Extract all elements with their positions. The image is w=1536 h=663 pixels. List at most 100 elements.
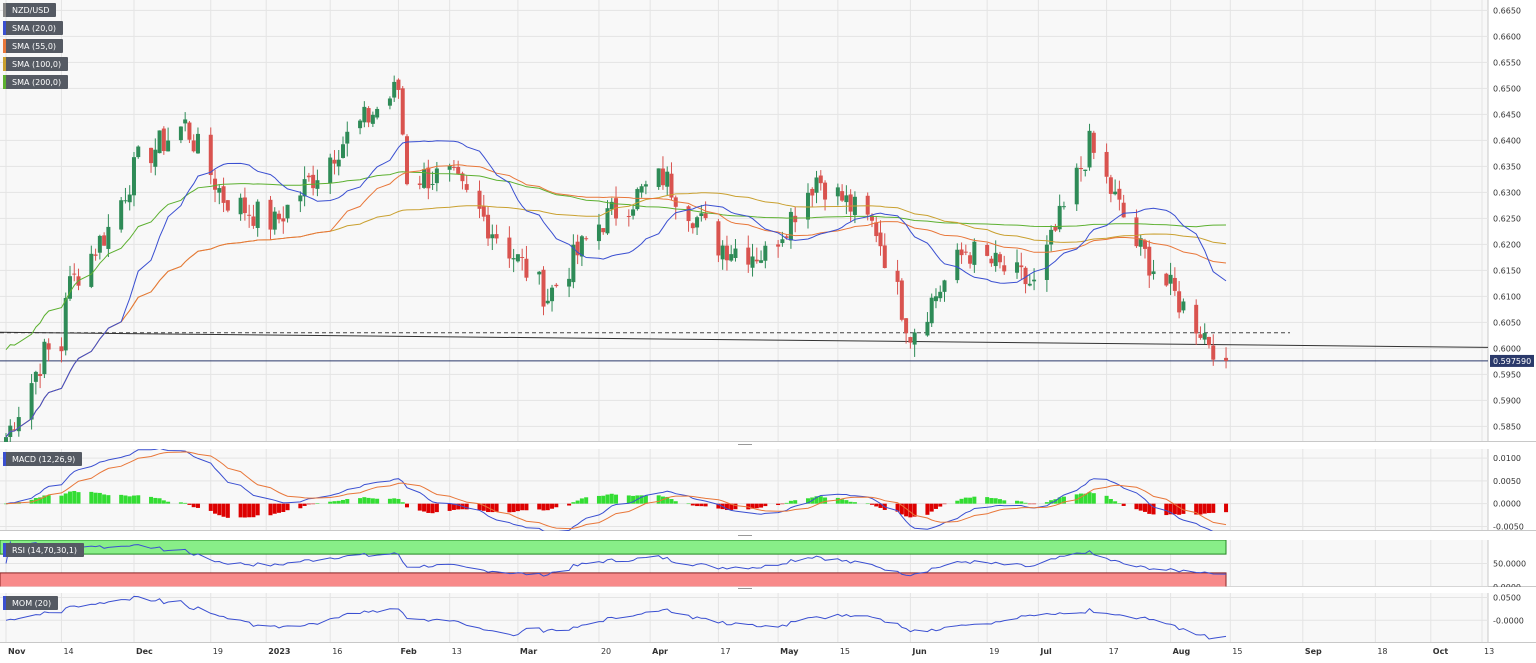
- macd-histogram-bar: [933, 503, 938, 509]
- candle-body: [127, 194, 132, 203]
- candle-body: [12, 429, 17, 431]
- candle-body: [208, 134, 213, 176]
- candle-body: [1147, 246, 1152, 276]
- sma20-legend[interactable]: SMA (20,0): [3, 21, 64, 35]
- macd-histogram-bar: [1147, 503, 1152, 514]
- macd-histogram-bar: [255, 503, 260, 516]
- candle-body: [695, 217, 700, 228]
- rsi-pane[interactable]: 50.0000 0.0000: [0, 539, 1536, 592]
- candle-body: [59, 346, 64, 352]
- swatch: [3, 543, 6, 557]
- macd-histogram-bar: [1151, 503, 1156, 515]
- macd-histogram-bar: [955, 500, 960, 504]
- sma200-legend[interactable]: SMA (200,0): [3, 75, 69, 89]
- candle-body: [166, 140, 171, 152]
- macd-histogram-bar: [729, 503, 734, 510]
- macd-histogram-bar: [763, 503, 768, 507]
- candle-body: [417, 183, 422, 186]
- macd-histogram-bar: [1023, 502, 1028, 504]
- candle-body: [665, 171, 670, 187]
- candle-body: [1032, 279, 1037, 282]
- candle-body: [302, 179, 307, 197]
- candle-body: [97, 235, 102, 253]
- candle-body: [908, 337, 913, 343]
- macd-histogram-bar: [456, 503, 461, 510]
- time-tick-label: Nov: [8, 647, 26, 656]
- macd-chart[interactable]: 0.0100 0.0050 0.0000 -0.0050: [0, 447, 1536, 534]
- candle-body: [1164, 273, 1169, 286]
- axis-tick-label: 0.6100: [1493, 292, 1521, 301]
- time-tick-label: Aug: [1173, 647, 1191, 656]
- macd-histogram-bar: [545, 503, 550, 511]
- rsi-chart[interactable]: 50.0000 0.0000: [0, 539, 1536, 592]
- macd-histogram-bar: [166, 501, 171, 504]
- rsi-line: [5, 540, 1227, 577]
- macd-histogram-bar: [993, 498, 998, 504]
- candle-body: [225, 200, 230, 211]
- macd-histogram-bar: [989, 498, 994, 504]
- macd-histogram-bar: [759, 503, 764, 508]
- candle-body: [315, 180, 320, 189]
- plot-background: [0, 449, 1488, 531]
- macd-pane[interactable]: 0.0100 0.0050 0.0000 -0.0050: [0, 447, 1536, 534]
- price-chart[interactable]: 0.6650 0.6600 0.6550 0.6500 0.6450 0.6400 0.63…: [0, 0, 1536, 448]
- sma100-legend[interactable]: SMA (100,0): [3, 57, 69, 71]
- symbol-legend[interactable]: NZD/USD: [3, 3, 57, 17]
- candle-body: [1015, 262, 1020, 273]
- macd-histogram-bar: [76, 492, 81, 504]
- macd-histogram-bar: [724, 503, 729, 511]
- macd-histogram-bar: [912, 503, 917, 517]
- rsi-oversold-zone: [0, 572, 1227, 588]
- macd-histogram-bar: [1194, 503, 1199, 515]
- macd-histogram-bar: [605, 494, 610, 504]
- mom-legend[interactable]: MOM (20): [3, 596, 59, 610]
- macd-histogram-bar: [93, 492, 98, 504]
- candle-body: [810, 188, 815, 196]
- candle-body: [387, 98, 392, 106]
- axis-tick-label: 0.6200: [1493, 240, 1521, 249]
- candle-body: [874, 222, 879, 237]
- candle-body: [724, 245, 729, 261]
- candle-body: [904, 318, 909, 334]
- mom-pane[interactable]: 0.0500 -0.0000: [0, 593, 1536, 643]
- axis-tick-label: 0.0000: [1493, 583, 1521, 587]
- candle-body: [396, 79, 401, 90]
- macd-histogram-bar: [1142, 503, 1147, 512]
- macd-histogram-bar: [4, 503, 8, 505]
- candle-body: [793, 215, 798, 223]
- candle-body: [311, 174, 316, 189]
- macd-histogram-bar: [434, 503, 439, 513]
- candle-body: [1113, 191, 1118, 195]
- macd-histogram-bar: [396, 498, 401, 504]
- plot-background: [0, 593, 1488, 643]
- macd-histogram-bar: [550, 503, 555, 509]
- axis-tick-label: -0.0000: [1493, 616, 1524, 625]
- macd-histogram-bar: [400, 502, 405, 504]
- sma55-legend[interactable]: SMA (55,0): [3, 39, 64, 53]
- price-pane[interactable]: 0.6650 0.6600 0.6550 0.6500 0.6450 0.6400 0.63…: [0, 0, 1536, 448]
- axis-tick-label: 0.5850: [1493, 422, 1521, 431]
- candle-body: [643, 184, 648, 187]
- time-tick-label: Oct: [1433, 647, 1449, 656]
- macd-histogram-bar: [899, 503, 904, 515]
- macd-histogram-bar: [102, 494, 107, 504]
- macd-histogram-bar: [477, 503, 482, 511]
- macd-histogram-bar: [963, 497, 968, 504]
- macd-histogram-bar: [1164, 503, 1169, 516]
- macd-histogram-bar: [370, 498, 375, 504]
- macd-histogram-bar: [1181, 503, 1186, 514]
- candle-body: [281, 218, 286, 222]
- macd-histogram-bar: [844, 500, 849, 504]
- candle-body: [285, 204, 290, 219]
- macd-histogram-bar: [238, 503, 243, 518]
- candle-body: [963, 251, 968, 253]
- swatch: [3, 3, 6, 17]
- mom-chart[interactable]: 0.0500 -0.0000: [0, 593, 1536, 643]
- macd-legend[interactable]: MACD (12,26,9): [3, 452, 83, 466]
- macd-histogram-bar: [1091, 493, 1096, 504]
- candle-body: [955, 249, 960, 281]
- rsi-legend[interactable]: RSI (14,70,30,1): [3, 543, 85, 557]
- candle-body: [584, 238, 589, 240]
- macd-histogram-bar: [345, 499, 350, 504]
- candle-body: [93, 254, 98, 256]
